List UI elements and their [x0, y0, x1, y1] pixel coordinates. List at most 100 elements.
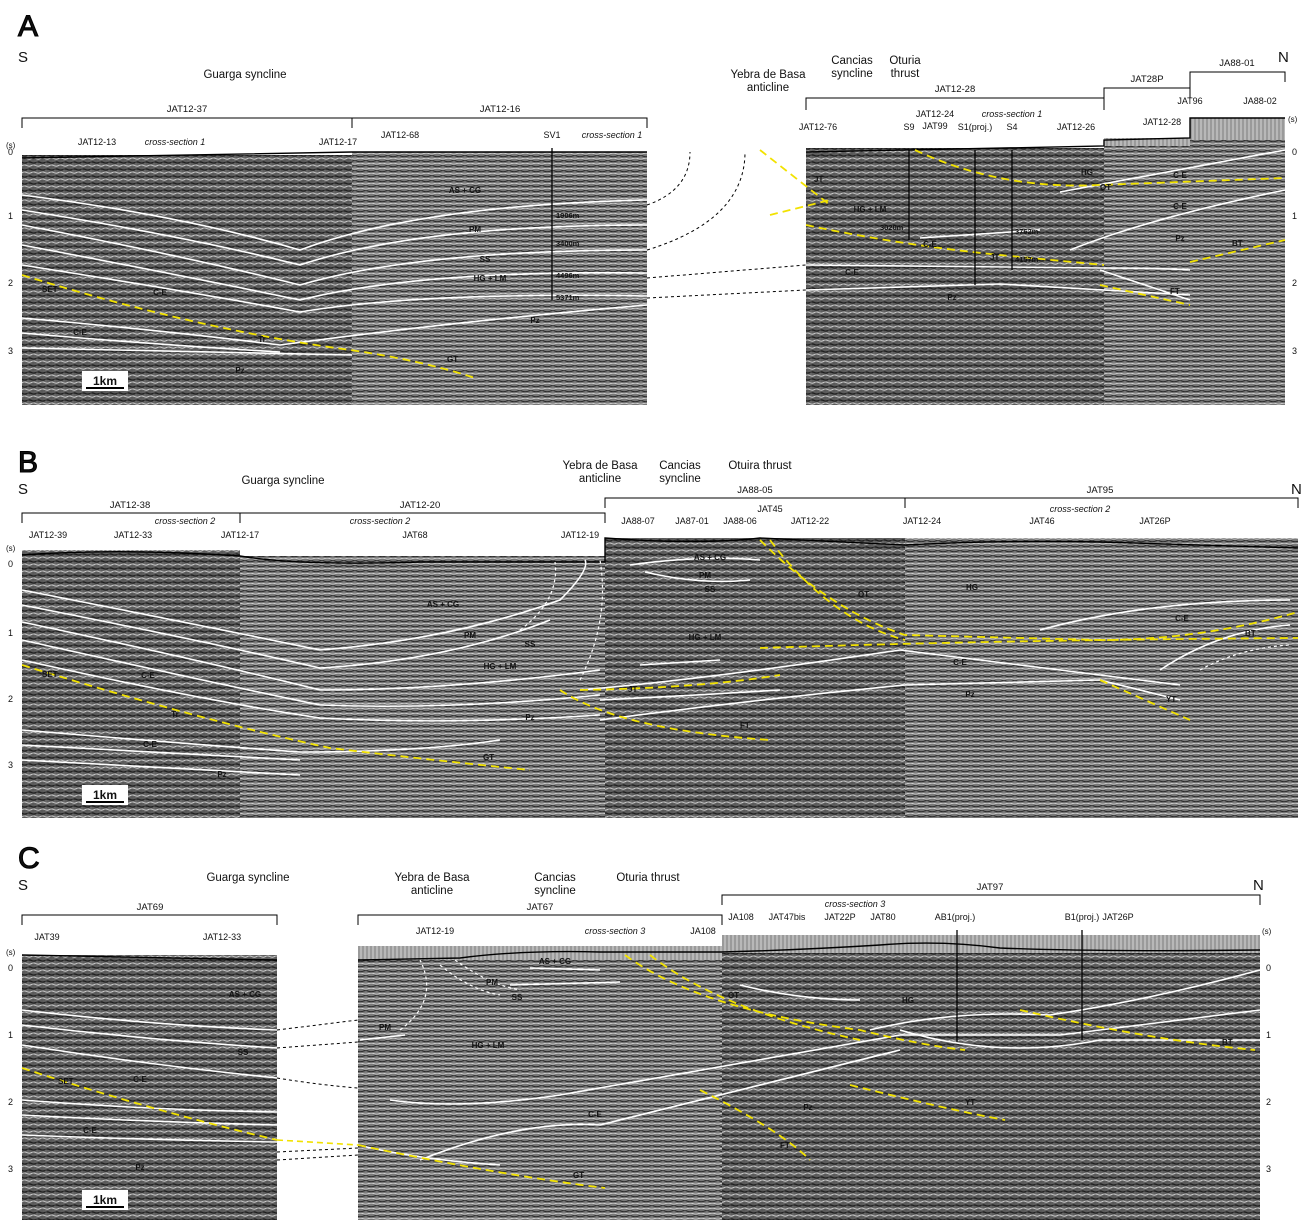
- unit-label: Pz: [217, 770, 226, 779]
- structure-label: Cancias: [831, 55, 873, 67]
- well-label: SV1: [543, 130, 560, 140]
- panel-c: C S N Guarga syncline Yebra de Basa anti…: [6, 841, 1272, 1220]
- well-label: JAT12-19: [561, 530, 599, 540]
- unit-label: Pz: [947, 293, 956, 302]
- well-label: S9: [903, 122, 914, 132]
- well-label: JAT96: [1177, 96, 1202, 106]
- axis-tick-label: 3: [8, 346, 13, 356]
- unit-label: Pz: [525, 713, 534, 722]
- well-label: JAT80: [870, 912, 895, 922]
- axis-unit-label: (s): [1262, 927, 1272, 936]
- well-label: JAT12-19: [416, 926, 454, 936]
- well-label: S4: [1006, 122, 1017, 132]
- structure-label: Oturia thrust: [616, 872, 680, 884]
- unit-label: Pz: [530, 316, 539, 325]
- line-bracket: [1189, 71, 1286, 88]
- seismic-section: [1104, 140, 1285, 405]
- unit-label: Tr: [258, 335, 266, 344]
- cross-section-label: cross-section 2: [350, 516, 411, 526]
- line-bracket: [905, 497, 1299, 508]
- fault-label: SET: [58, 1077, 74, 1086]
- unit-label: C-E: [923, 240, 937, 249]
- well-traces-a: [551, 148, 1013, 300]
- well-label: JA108: [728, 912, 754, 922]
- topography: [21, 117, 1285, 159]
- scale-label: 1km: [93, 1193, 117, 1207]
- correlation-faults-c: [276, 1139, 359, 1146]
- fault-label: OT: [1100, 183, 1111, 192]
- depth-label: 1906m: [556, 211, 580, 220]
- structure-label: Yebra de Basa: [394, 872, 470, 884]
- unit-label: C-E: [845, 268, 859, 277]
- structure-label: Yebra de Basa: [730, 69, 806, 81]
- axis-tick-label: 1: [8, 211, 13, 221]
- unit-label: Pz: [803, 1103, 812, 1112]
- faults-c: [21, 954, 1256, 1189]
- well-label: JAT12-33: [114, 530, 152, 540]
- unit-label: HG: [902, 996, 914, 1005]
- unit-label: SS: [525, 640, 536, 649]
- well-label: JAT47bis: [769, 912, 806, 922]
- depth-label: 4157m: [1015, 255, 1039, 264]
- axis-tick-label: 3: [1292, 346, 1297, 356]
- fault-label: FT: [740, 721, 750, 730]
- fault-label: YT: [1166, 695, 1176, 704]
- seismic-top-band: [1104, 138, 1190, 146]
- cross-section-label: cross-section 3: [585, 926, 646, 936]
- horizons-dashed-b: [519, 559, 1291, 681]
- line-bracket: [1103, 87, 1191, 98]
- well-label: JAT12-17: [319, 137, 357, 147]
- well-label: JAT39: [34, 932, 59, 942]
- depth-label: 4496m: [556, 271, 580, 280]
- line-bracket: [21, 914, 278, 925]
- well-label: JA87-01: [675, 516, 709, 526]
- well-traces-c: [956, 930, 1083, 1042]
- seismic-section: [352, 152, 647, 405]
- line-bracket: [352, 117, 648, 128]
- axis-tick-label: 1: [1292, 211, 1297, 221]
- depth-label: 5371m: [556, 293, 580, 302]
- fault-label: JT: [990, 253, 999, 262]
- fault-label: BT: [1222, 1038, 1233, 1047]
- structure-label: thrust: [891, 68, 921, 80]
- unit-label: Pz: [965, 690, 974, 699]
- axis-unit-label: (s): [6, 544, 16, 553]
- well-label: AB1(proj.): [935, 912, 976, 922]
- seismic-line-label: JA88-01: [1219, 58, 1254, 69]
- correlation-lines-a: [646, 151, 807, 299]
- unit-label: PM: [699, 571, 711, 580]
- axis-tick-label: 0: [1266, 963, 1271, 973]
- cross-section-label: cross-section 1: [982, 109, 1043, 119]
- line-bracket: [604, 497, 906, 508]
- south-label-b: S: [18, 481, 28, 498]
- well-label: JAT26P: [1139, 516, 1170, 526]
- line-bracket: [721, 894, 1261, 905]
- line-bracket: [21, 512, 241, 523]
- panel-b: B S N Guarga syncline Yebra de Basa anti…: [6, 445, 1302, 818]
- unit-label: C-E: [83, 1126, 97, 1135]
- axis-tick-label: 0: [1292, 147, 1297, 157]
- well-label: JAT12-24: [916, 109, 954, 119]
- horizons-b: [21, 557, 1291, 776]
- well-label: S1(proj.): [958, 122, 993, 132]
- unit-label: HG + LM: [689, 633, 722, 642]
- faults-a: [21, 149, 1286, 379]
- well-label: JAT45: [757, 504, 782, 514]
- fault-label: FT: [1170, 287, 1180, 296]
- well-label: JA88-06: [723, 516, 757, 526]
- south-label-c: S: [18, 877, 28, 894]
- fault-label: OT: [858, 590, 869, 599]
- well-label: JAT12-17: [221, 530, 259, 540]
- unit-label: C-E: [588, 1110, 602, 1119]
- seismic-line-label: JAT69: [137, 902, 164, 913]
- time-axis-right-a: (s) 0 1 2 3: [1288, 115, 1298, 356]
- structure-label: Guarga syncline: [203, 69, 286, 81]
- unit-label: SS: [512, 993, 523, 1002]
- well-label: JA108: [690, 926, 716, 936]
- fault-label: JT: [628, 685, 637, 694]
- seismic-top-band: [722, 935, 1260, 953]
- fault-label: BT: [1232, 239, 1243, 248]
- line-bracket: [240, 512, 606, 523]
- scale-bar-b: 1km: [82, 785, 128, 805]
- unit-label: C-E: [73, 328, 87, 337]
